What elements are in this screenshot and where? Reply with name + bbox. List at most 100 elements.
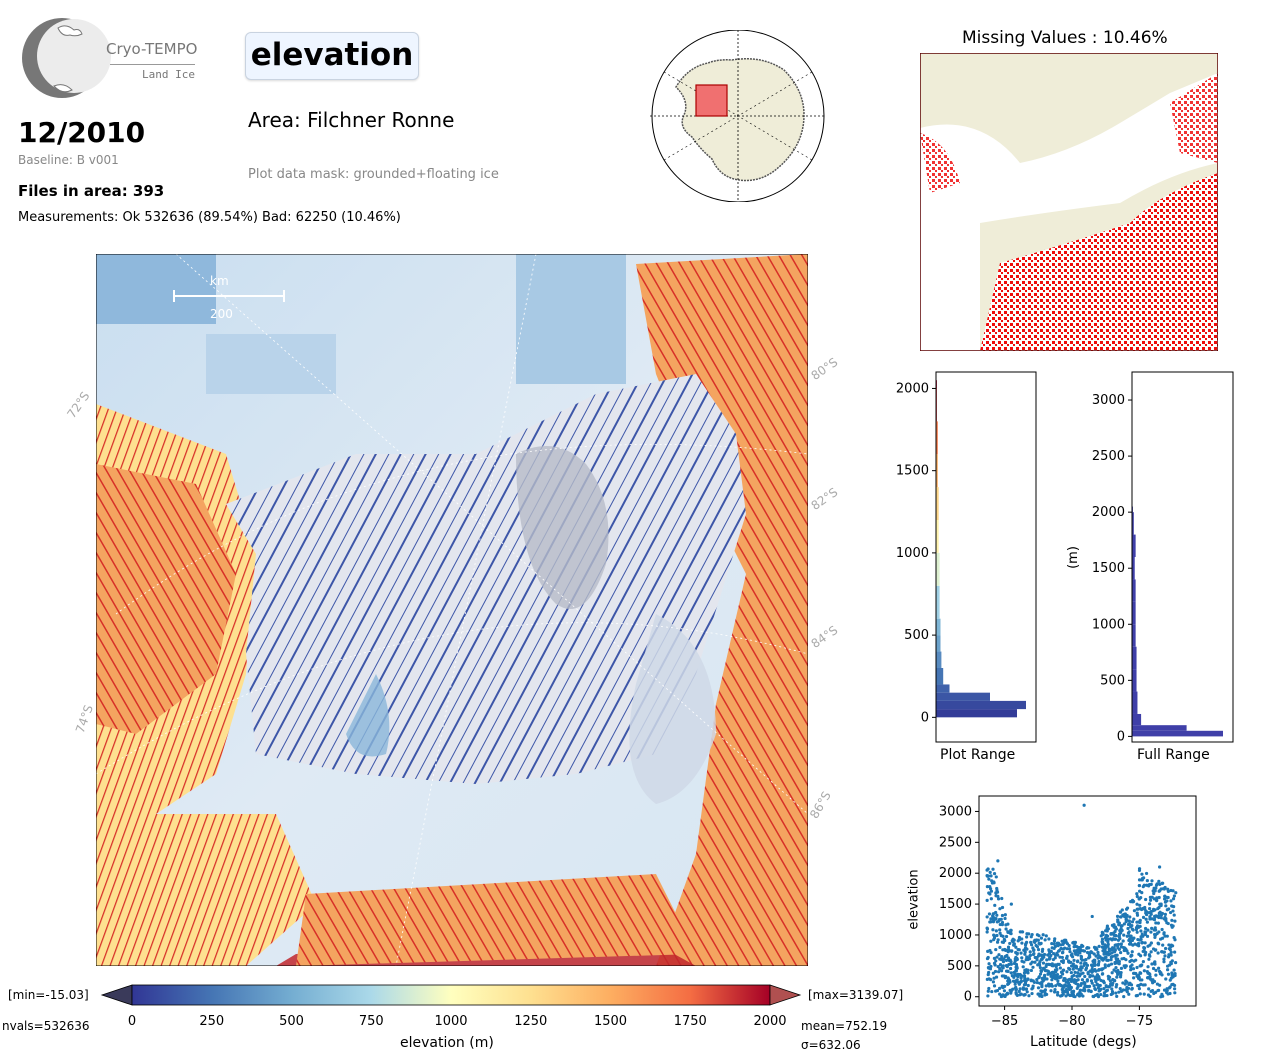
scatter-point bbox=[1160, 936, 1165, 940]
scatter-point bbox=[1096, 963, 1101, 967]
scatter-point bbox=[1116, 942, 1121, 946]
scatter-point bbox=[1103, 956, 1107, 960]
scatter-point bbox=[1152, 918, 1157, 922]
scatter-point bbox=[1082, 803, 1086, 807]
histogram-bar bbox=[1132, 646, 1137, 670]
scatter-point bbox=[1127, 919, 1131, 923]
scatter-point bbox=[1026, 968, 1030, 972]
scatter-point bbox=[1168, 991, 1172, 996]
colorbar-tick-label: 500 bbox=[279, 1014, 304, 1029]
scatter-point bbox=[1015, 952, 1019, 956]
scatter-point bbox=[1126, 926, 1130, 931]
scatter-point bbox=[1000, 913, 1005, 918]
scatter-point bbox=[1155, 896, 1159, 900]
scatter-point bbox=[1044, 984, 1048, 988]
scatter-point bbox=[1172, 913, 1176, 917]
scatter-point bbox=[987, 912, 992, 916]
scatter-point bbox=[1027, 932, 1031, 936]
scatter-point bbox=[1149, 977, 1153, 981]
scatter-point bbox=[1060, 951, 1065, 955]
histogram-bar bbox=[936, 520, 939, 553]
scatter-point bbox=[1126, 922, 1131, 927]
scatter-point bbox=[1166, 972, 1171, 976]
scatter-point bbox=[995, 886, 999, 891]
scatter-point bbox=[1132, 909, 1137, 913]
scatter-point bbox=[1137, 878, 1142, 882]
scatter-point bbox=[1132, 976, 1136, 980]
scatter-point bbox=[1148, 898, 1153, 902]
scatter-point bbox=[1128, 937, 1132, 941]
scatter-point bbox=[1064, 987, 1069, 992]
scatter-point bbox=[1076, 971, 1080, 975]
scatter-point bbox=[1113, 933, 1118, 938]
scatter-point bbox=[1047, 957, 1051, 961]
scatter-point bbox=[1054, 965, 1058, 969]
histogram-bar bbox=[936, 618, 941, 636]
scatter-point bbox=[1135, 892, 1139, 896]
scatter-point bbox=[1155, 882, 1159, 886]
scatter-point bbox=[1151, 909, 1155, 913]
scatter-point bbox=[1069, 964, 1074, 968]
scatter-point bbox=[1117, 923, 1121, 927]
scatter-point bbox=[991, 971, 995, 975]
scatter-point bbox=[1141, 960, 1145, 964]
scatter-point bbox=[1142, 948, 1146, 953]
area-title: Area: Filchner Ronne bbox=[248, 108, 455, 132]
scatter-point bbox=[1135, 965, 1139, 970]
scatter-point bbox=[1131, 967, 1136, 971]
scatter-point bbox=[1127, 992, 1131, 996]
antarctica-locator-map bbox=[650, 30, 826, 202]
scatter-point bbox=[1135, 930, 1139, 934]
scatter-point bbox=[1032, 952, 1036, 956]
scatter-point bbox=[1124, 915, 1128, 920]
scatter-point bbox=[1094, 947, 1098, 951]
scatter-point bbox=[1163, 900, 1168, 904]
scatter-point bbox=[1135, 902, 1139, 906]
scatter-point bbox=[997, 970, 1001, 974]
scatter-point bbox=[1133, 942, 1137, 946]
scatter-point bbox=[1156, 951, 1160, 955]
scatter-point bbox=[1036, 938, 1040, 942]
scatter-point bbox=[1162, 897, 1167, 901]
scatter-point bbox=[1092, 952, 1096, 956]
scatter-point bbox=[987, 977, 991, 981]
scatter-point bbox=[1147, 882, 1152, 887]
scatter-point bbox=[989, 964, 993, 969]
scatter-point bbox=[1146, 965, 1150, 969]
histogram-bar bbox=[1132, 730, 1223, 737]
scatter-point bbox=[1110, 971, 1114, 975]
scatter-point bbox=[1030, 932, 1034, 937]
histogram-bar bbox=[936, 585, 940, 619]
scatter-point bbox=[994, 947, 998, 952]
scatter-point bbox=[1018, 930, 1022, 934]
elevation-map: km 200 bbox=[96, 254, 808, 966]
colorbar-min: [min=-15.03] bbox=[8, 988, 89, 1002]
plot-range-label: Plot Range bbox=[940, 747, 1016, 763]
scatter-ytick-label: 1000 bbox=[939, 928, 972, 943]
scatter-point bbox=[1110, 987, 1114, 991]
histogram-tick-label: 1500 bbox=[1092, 561, 1125, 576]
scatter-point bbox=[1051, 970, 1055, 974]
scatter-point bbox=[1141, 876, 1145, 880]
scatter-point bbox=[1057, 962, 1061, 966]
scatter-point bbox=[1035, 955, 1039, 960]
scatter-point bbox=[986, 989, 990, 993]
scatter-point bbox=[1160, 911, 1165, 916]
scatter-point bbox=[1015, 966, 1019, 970]
lat-label-74: 74°S bbox=[72, 703, 96, 735]
scatter-point bbox=[1029, 940, 1033, 944]
scatter-point bbox=[1112, 931, 1116, 935]
scatter-point bbox=[1171, 897, 1176, 901]
scatter-point bbox=[1053, 944, 1058, 949]
scatter-point bbox=[1148, 954, 1152, 958]
scatter-point bbox=[998, 928, 1002, 932]
scatter-ytick-label: 0 bbox=[964, 990, 972, 1005]
missing-title: Missing Values : 10.46% bbox=[962, 28, 1168, 48]
scatter-point bbox=[1007, 962, 1011, 967]
scatter-point bbox=[985, 915, 989, 919]
scatter-point bbox=[1173, 950, 1177, 954]
date-title: 12/2010 bbox=[18, 116, 146, 149]
scatter-point bbox=[998, 992, 1002, 996]
scatter-point bbox=[1147, 987, 1151, 991]
scatter-point bbox=[1035, 978, 1039, 982]
